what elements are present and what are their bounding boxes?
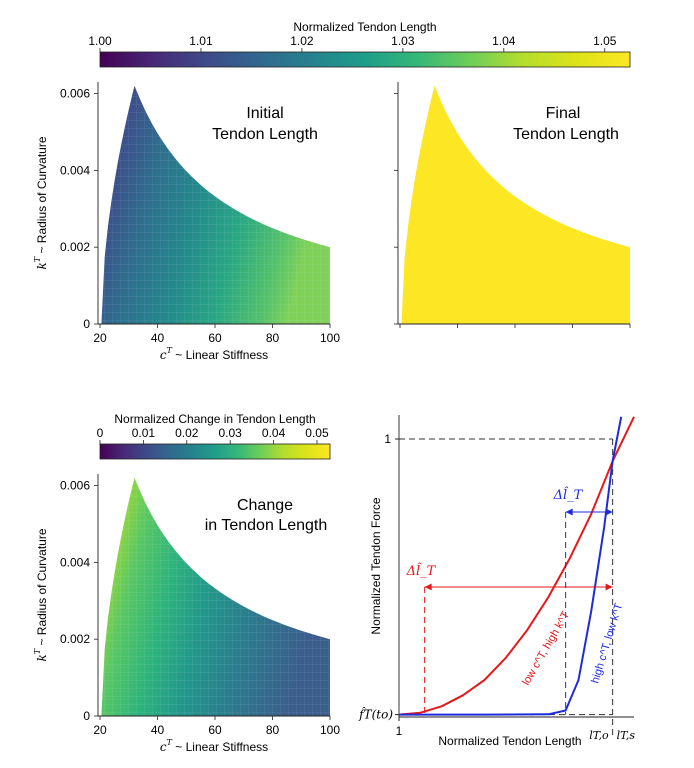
- y-tick-label: 0: [83, 317, 90, 331]
- delta-label-blue: Δl̂_T: [553, 486, 584, 503]
- series-label-low-stiffness: low c^T, high k^T: [520, 609, 572, 687]
- y-tick-label-f0: f̂T(to): [358, 706, 393, 722]
- delta-label-red: Δl̂_T: [406, 562, 437, 579]
- y-tick-label: 0.002: [60, 240, 90, 254]
- delta-arrow-blue-head-start: [565, 508, 573, 516]
- x-tick-label: 80: [266, 331, 280, 345]
- colorbar-tick-label: 1.05: [593, 34, 617, 48]
- colorbar-length-bar: [99, 51, 631, 68]
- x-tick-label: 80: [266, 723, 280, 737]
- colorbar-tick-label: 0.02: [175, 426, 199, 440]
- x-tick-label-1: 1: [396, 724, 403, 738]
- panel-change: Change in Tendon Length 20 40 60 80 100 0 0.00…: [33, 474, 340, 754]
- y-tick-label: 0.004: [60, 555, 90, 569]
- colorbar-tick-label: 0.01: [132, 426, 156, 440]
- x-axis-label: cT ~ Linear Stiffness: [160, 346, 268, 362]
- panel-change-label-1: Change: [237, 497, 293, 514]
- y-axis-label: kT ~ Radius of Curvature: [33, 528, 49, 661]
- delta-arrow-red-head-start: [424, 583, 432, 591]
- colorbar-tick-label: 0.05: [305, 426, 329, 440]
- x-axis-label: cT ~ Linear Stiffness: [160, 738, 268, 754]
- colorbar-tick-label: 0.04: [262, 426, 286, 440]
- x-tick-label: 40: [151, 331, 165, 345]
- delta-arrow-blue-head-end: [605, 508, 613, 516]
- initial-grid-overlay: [101, 85, 330, 324]
- x-tick-label: 60: [208, 723, 222, 737]
- panel-final-label-2: Tendon Length: [513, 126, 619, 143]
- colorbar-tick-label: 1.00: [88, 34, 112, 48]
- colorbar-change-title: Normalized Change in Tendon Length: [114, 412, 315, 426]
- final-length-surface: [401, 85, 630, 324]
- x-tick-label: 40: [151, 723, 165, 737]
- fl-x-axis-label: Normalized Tendon Length: [438, 734, 581, 748]
- colorbar-tick-label: 0: [97, 426, 104, 440]
- panel-initial-label-1: Initial: [246, 105, 283, 122]
- x-tick-label: 20: [93, 723, 107, 737]
- colorbar-change: Normalized Change in Tendon Length 0 0.01…: [97, 412, 331, 460]
- x-tick-label: 100: [320, 723, 340, 737]
- change-grid-overlay: [101, 477, 330, 716]
- colorbar-tick-label: 1.04: [492, 34, 516, 48]
- x-tick-label: 100: [320, 331, 340, 345]
- y-tick-label: 0.006: [60, 479, 90, 493]
- series-label-high-stiffness: high c^T, low k^T: [589, 602, 625, 685]
- y-tick-label: 0.002: [60, 632, 90, 646]
- fl-y-axis-label: Normalized Tendon Force: [369, 497, 383, 635]
- y-tick-label: 0.006: [60, 87, 90, 101]
- panel-initial-label-2: Tendon Length: [212, 126, 318, 143]
- y-tick-label: 0.004: [60, 163, 90, 177]
- x-tick-label-lts: lT,s: [617, 729, 636, 742]
- x-tick-label: 20: [93, 331, 107, 345]
- colorbar-tick-label: 1.02: [290, 34, 314, 48]
- colorbar-tick-label: 1.03: [391, 34, 415, 48]
- panel-final-label-1: Final: [546, 105, 581, 122]
- y-axis-label: kT ~ Radius of Curvature: [33, 136, 49, 269]
- panel-change-label-2: in Tendon Length: [205, 517, 327, 534]
- delta-arrow-red-head-end: [605, 583, 613, 591]
- y-tick-label-1: 1: [384, 432, 391, 446]
- series-line-high-stiffness: [399, 416, 623, 716]
- panel-initial: Initial Tendon Length 20 40 60 80 100 0 0.002 0…: [33, 82, 340, 362]
- series-line-low-stiffness: [398, 416, 635, 716]
- panel-final: Final Tendon Length: [394, 82, 631, 328]
- colorbar-change-bar: [99, 443, 331, 460]
- y-tick-label: 0: [83, 709, 90, 723]
- colorbar-length: Normalized Tendon Length 1.00 1.01 1.02 1.0…: [88, 20, 631, 68]
- x-tick-label: 60: [208, 331, 222, 345]
- x-tick-label-lto: lT,o: [589, 729, 609, 742]
- colorbar-tick-label: 0.03: [219, 426, 243, 440]
- colorbar-tick-label: 1.01: [189, 34, 213, 48]
- colorbar-length-title: Normalized Tendon Length: [293, 20, 436, 34]
